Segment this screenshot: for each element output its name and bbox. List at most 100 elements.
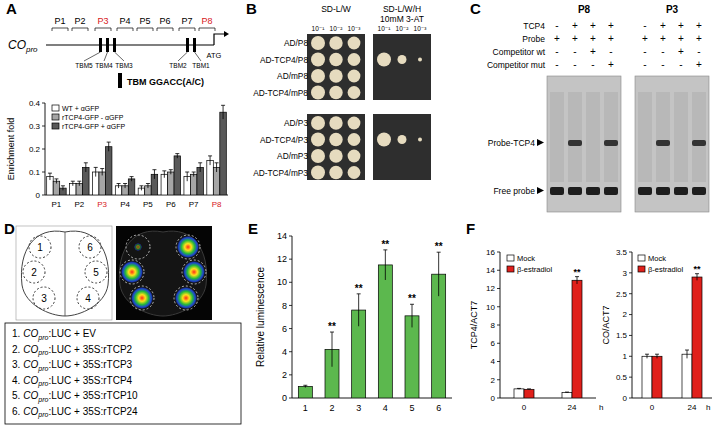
error-line — [95, 167, 96, 176]
region-bracket — [199, 28, 215, 31]
tick-label: 2 — [282, 370, 287, 380]
error-cap — [565, 392, 569, 393]
plate — [307, 34, 365, 100]
sign: - — [609, 46, 612, 57]
sign: - — [643, 46, 646, 57]
category-label: P8 — [212, 200, 222, 209]
error-cap — [117, 183, 121, 184]
error-bar — [645, 354, 649, 358]
bar — [692, 277, 702, 398]
y-axis — [632, 252, 633, 398]
error-bar — [221, 105, 225, 119]
probe-header: P8 — [578, 4, 591, 15]
bar — [642, 356, 652, 398]
bar — [128, 179, 135, 195]
error-cap — [517, 388, 521, 389]
panel-letter: F — [466, 220, 475, 237]
band-label: Probe-TCP4 — [488, 138, 536, 148]
yeast-spot — [348, 117, 361, 130]
yeast-spot — [348, 150, 361, 163]
row-label: AD-TCP4/P8 — [260, 55, 308, 65]
yeast-spot — [329, 69, 342, 82]
bar — [652, 356, 662, 398]
region-label: P8 — [201, 16, 212, 26]
error-bar — [198, 163, 202, 172]
error-bar — [208, 156, 212, 165]
error-bar — [565, 392, 569, 394]
tick-label: 1.5 — [616, 331, 628, 340]
marks — [47, 105, 227, 195]
luminescence-spot — [183, 261, 205, 283]
significance: ** — [573, 267, 581, 277]
tick-label: 3 — [623, 269, 628, 278]
error-cap — [130, 176, 134, 177]
error-cap — [162, 170, 166, 171]
tbm-connector — [195, 52, 202, 61]
error-line — [118, 184, 119, 189]
marks — [298, 250, 445, 398]
error-cap — [208, 155, 212, 156]
error-cap — [527, 388, 531, 389]
yeast-spot — [311, 86, 325, 100]
yeast-spot — [377, 53, 391, 67]
error-bar — [410, 304, 414, 327]
construct-num: 5. — [12, 390, 20, 401]
row-label: AD/P3 — [284, 118, 308, 128]
error-line — [72, 181, 73, 186]
luminescence-spot — [175, 287, 197, 309]
yeast-spot — [418, 58, 422, 62]
tick-label: 0.1 — [29, 168, 41, 177]
yeast-spot — [329, 116, 342, 129]
legend-swatch — [52, 123, 59, 129]
leaf-outline — [21, 231, 108, 316]
tbm-site — [113, 38, 116, 52]
sign: - — [555, 46, 558, 57]
construct-num: 3. — [12, 359, 20, 370]
region-label: P5 — [139, 16, 150, 26]
bar — [168, 172, 175, 195]
error-line — [177, 154, 178, 159]
shift-band — [692, 140, 706, 146]
error-line — [385, 250, 386, 280]
tick-label: 14 — [486, 266, 495, 275]
lane-smear — [568, 92, 582, 182]
sign: + — [696, 33, 702, 44]
band-label: Free probe — [493, 186, 535, 196]
sign: + — [590, 46, 596, 57]
lane-smear — [638, 92, 652, 182]
error-line — [164, 171, 165, 178]
tick-label: 2 — [623, 310, 628, 319]
error-line — [79, 181, 80, 186]
error-bar — [61, 186, 65, 191]
tick-label: 12 — [486, 284, 495, 293]
error-line — [125, 184, 126, 189]
y-label: Relative luminescence — [255, 267, 266, 367]
bar — [174, 156, 181, 195]
row-label: Probe — [522, 34, 545, 44]
error-cap — [123, 183, 127, 184]
leaf-outline — [119, 231, 206, 316]
legend: Mockβ-estradiol — [638, 254, 683, 274]
y-axis — [500, 252, 501, 398]
site-circle — [174, 286, 198, 310]
midrib — [65, 232, 66, 316]
yeast-spot — [329, 86, 342, 99]
error-line — [193, 172, 194, 177]
construct-gene: CO — [23, 406, 38, 417]
condition-label: 10mM 3-AT — [380, 14, 424, 24]
yeast-spot — [348, 70, 361, 83]
error-cap — [645, 354, 649, 355]
error-bar — [94, 167, 98, 176]
tick-label: 14 — [277, 231, 287, 241]
site-label: 6 — [87, 242, 93, 253]
luminescence-spot — [121, 261, 143, 283]
error-bar — [117, 184, 121, 189]
yeast-spot — [348, 37, 361, 50]
sign: - — [697, 46, 700, 57]
error-cap — [303, 385, 307, 386]
tbm-label: TBM3 — [115, 62, 133, 69]
y-label: CO/ACT7 — [601, 305, 611, 344]
tbm-label: TBM5 — [75, 62, 93, 69]
lane-smear — [656, 92, 670, 182]
sign: - — [555, 59, 558, 70]
